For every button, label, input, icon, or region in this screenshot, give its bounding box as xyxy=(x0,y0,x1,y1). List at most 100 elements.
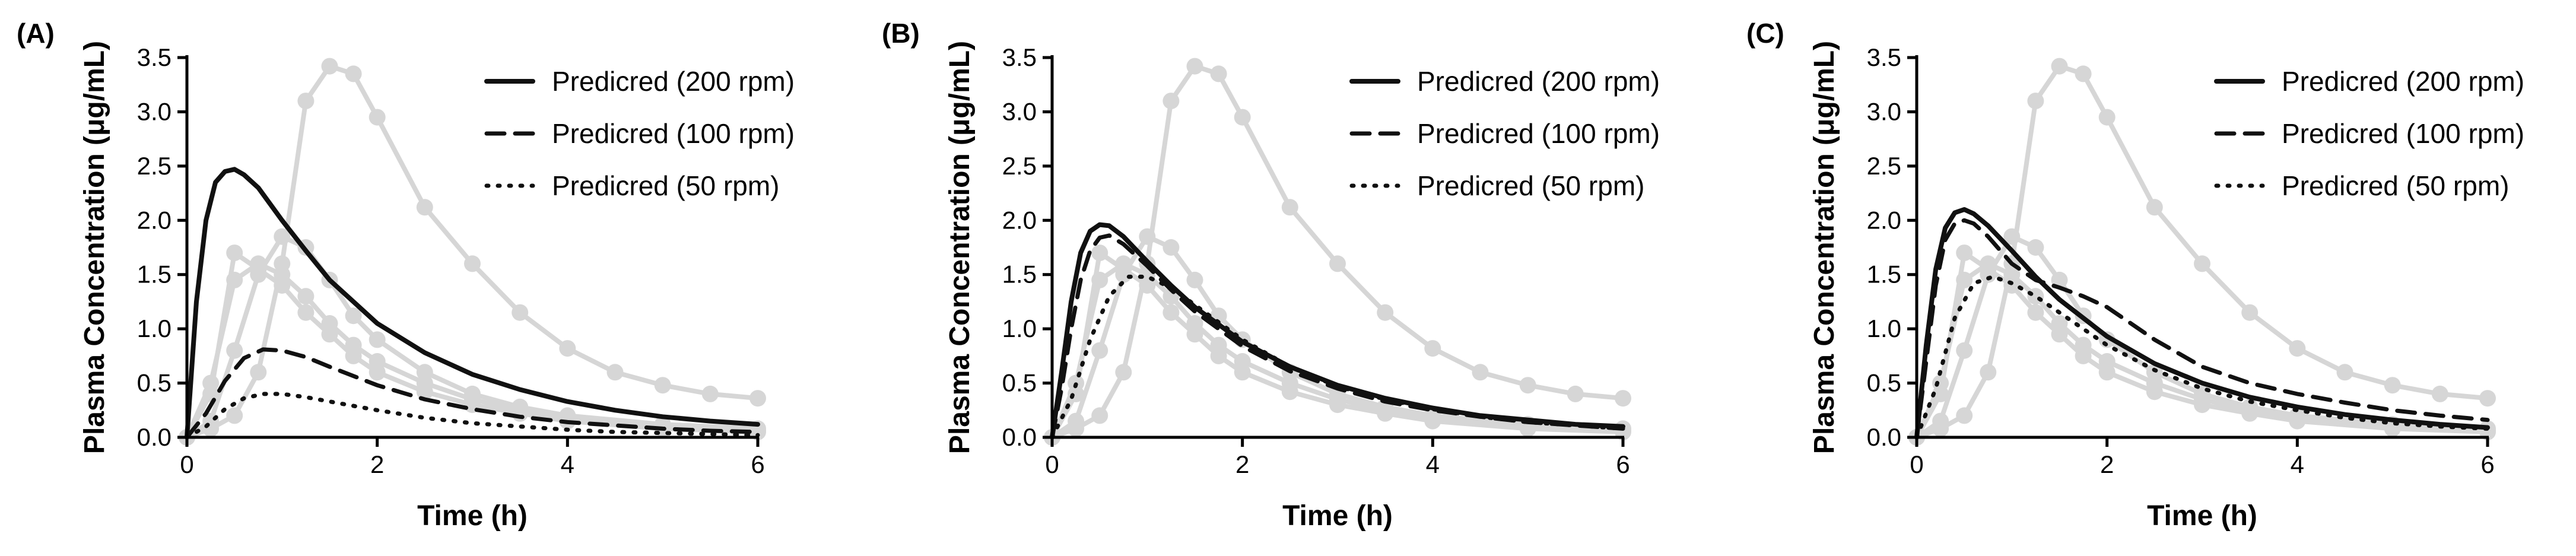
y-tick-label: 1.0 xyxy=(1867,314,1901,342)
y-tick-label: 1.5 xyxy=(1002,260,1037,288)
observed-data-point xyxy=(250,260,267,278)
observed-data-point xyxy=(1424,412,1441,430)
panel-label: (B) xyxy=(882,18,920,49)
legend-label: Predicred (100 rpm) xyxy=(1417,118,1660,149)
observed-data-point xyxy=(345,307,362,325)
observed-data-point xyxy=(1091,407,1108,424)
observed-data-point xyxy=(2289,340,2306,357)
y-tick-label: 1.0 xyxy=(1002,314,1037,342)
observed-data-point xyxy=(1234,109,1251,126)
observed-data-point xyxy=(345,65,362,82)
observed-data-point xyxy=(1615,390,1631,407)
legend-label: Predicred (50 rpm) xyxy=(2282,170,2509,201)
observed-data-point xyxy=(1186,58,1203,75)
observed-data-point xyxy=(2051,58,2068,75)
observed-data-point xyxy=(369,364,386,381)
observed-data-point xyxy=(345,347,362,364)
observed-data-point xyxy=(1980,260,1997,278)
y-tick-label: 3.5 xyxy=(137,43,171,71)
observed-data-point xyxy=(1162,304,1180,321)
x-tick-label: 6 xyxy=(2480,450,2494,478)
x-tick-label: 0 xyxy=(180,450,193,478)
y-axis-title: Plasma Concentration (μg/mL) xyxy=(1809,41,1840,454)
y-tick-label: 2.5 xyxy=(1002,152,1037,180)
x-tick-label: 4 xyxy=(1426,450,1440,478)
observed-data-point xyxy=(2289,412,2306,430)
legend-label: Predicred (100 rpm) xyxy=(552,118,795,149)
observed-data-point xyxy=(1091,244,1108,262)
observed-data-point xyxy=(1115,364,1132,381)
y-tick-label: 0.0 xyxy=(1002,423,1037,451)
x-axis-title: Time (h) xyxy=(1282,500,1393,532)
panel-label: (A) xyxy=(17,18,55,49)
observed-data-point xyxy=(1091,342,1108,359)
x-tick-label: 4 xyxy=(561,450,574,478)
observed-data-point xyxy=(2075,347,2092,364)
observed-data-point xyxy=(321,326,338,343)
x-tick-label: 0 xyxy=(1910,450,1923,478)
y-axis-title: Plasma Concentration (μg/mL) xyxy=(79,41,110,454)
observed-data-point xyxy=(1210,65,1227,82)
x-tick-label: 2 xyxy=(2100,450,2114,478)
observed-data-point xyxy=(512,405,529,422)
observed-data-point xyxy=(369,109,386,126)
observed-data-point xyxy=(1281,383,1298,401)
y-tick-label: 2.0 xyxy=(1867,206,1901,234)
observed-data-point xyxy=(1068,420,1085,437)
observed-data-point xyxy=(2027,239,2044,256)
observed-data-point xyxy=(1424,340,1441,357)
y-tick-label: 2.5 xyxy=(1867,152,1901,180)
observed-data-point xyxy=(1186,271,1203,288)
observed-data-point xyxy=(226,244,243,262)
y-tick-label: 2.5 xyxy=(137,152,171,180)
observed-data-point xyxy=(297,93,315,110)
observed-data-point xyxy=(1956,244,1973,262)
observed-data-point xyxy=(2051,326,2068,343)
observed-data-point xyxy=(1329,396,1346,414)
legend-label: Predicred (200 rpm) xyxy=(1417,66,1660,97)
predicted-series-line xyxy=(1914,274,2490,440)
observed-data-point xyxy=(416,199,433,216)
legend-label: Predicred (50 rpm) xyxy=(1417,170,1644,201)
y-tick-label: 3.5 xyxy=(1867,43,1901,71)
y-tick-label: 2.0 xyxy=(1002,206,1037,234)
observed-data-point xyxy=(606,364,624,381)
observed-data-point xyxy=(369,331,386,348)
observed-data-point xyxy=(1567,385,1584,402)
y-tick-label: 0.5 xyxy=(1002,369,1037,397)
observed-data-point xyxy=(2027,288,2044,305)
observed-data-point xyxy=(1115,260,1132,278)
observed-data-point xyxy=(2098,109,2116,126)
observed-data-point xyxy=(250,364,267,381)
chart-panel-3: (C) 0.0 0.5 1.0 1.5 2.0 2.5 3.0 3.5 0 2 4 6 Time (h) P… xyxy=(1746,18,2524,532)
observed-data-point xyxy=(202,385,220,402)
y-tick-label: 1.0 xyxy=(137,314,171,342)
x-axis-title: Time (h) xyxy=(417,500,528,532)
x-tick-label: 6 xyxy=(1616,450,1630,478)
observed-data-point xyxy=(1234,364,1251,381)
observed-data-point xyxy=(274,255,291,272)
observed-data-point xyxy=(2241,405,2259,422)
observed-data-point xyxy=(1980,364,1997,381)
observed-data-point xyxy=(1519,420,1536,437)
predicted-series-line xyxy=(185,167,760,440)
observed-data-point xyxy=(1281,199,1298,216)
observed-data-point xyxy=(2146,199,2163,216)
y-tick-label: 0.0 xyxy=(1867,423,1901,451)
observed-data-point xyxy=(1162,93,1180,110)
observed-data-point xyxy=(1956,342,1973,359)
y-tick-label: 0.0 xyxy=(137,423,171,451)
observed-data-point xyxy=(1210,347,1227,364)
observed-data-point xyxy=(1519,377,1536,394)
observed-data-point xyxy=(2384,377,2401,394)
predicted-series-line xyxy=(185,392,760,440)
y-tick-label: 3.0 xyxy=(137,97,171,125)
observed-data-point xyxy=(701,385,719,402)
x-tick-label: 2 xyxy=(370,450,384,478)
x-tick-label: 4 xyxy=(2291,450,2304,478)
observed-data-point xyxy=(2479,390,2496,407)
x-tick-label: 2 xyxy=(1235,450,1249,478)
observed-data-point xyxy=(2194,396,2210,414)
predicted-series-line xyxy=(1914,218,2490,440)
observed-data-point xyxy=(1932,385,1949,402)
